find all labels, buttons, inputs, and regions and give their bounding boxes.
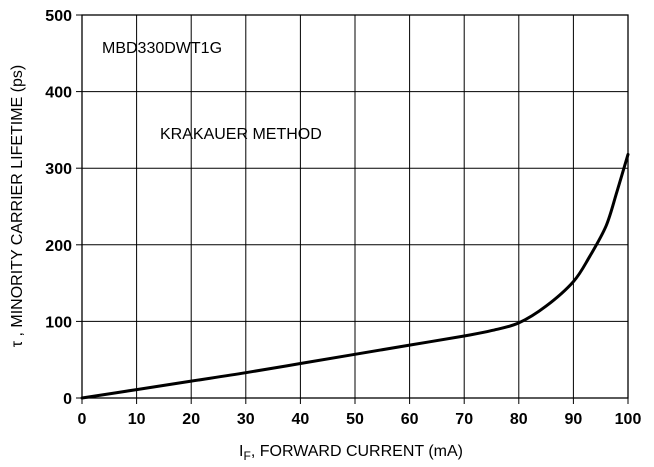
annotation-method: KRAKAUER METHOD bbox=[160, 126, 322, 143]
series-line bbox=[80, 152, 630, 400]
x-axis-label-main: I bbox=[239, 443, 243, 460]
y-axis: 0 100 200 300 400 500 bbox=[45, 8, 82, 408]
x-tick-label: 10 bbox=[128, 411, 146, 428]
x-tick-label: 30 bbox=[237, 411, 255, 428]
x-axis-label-subscript: F bbox=[243, 449, 250, 463]
annotation-part-number: MBD330DWT1G bbox=[102, 40, 222, 57]
x-tick-label: 100 bbox=[615, 411, 642, 428]
y-tick-label: 500 bbox=[45, 8, 72, 25]
x-tick-label: 20 bbox=[182, 411, 200, 428]
y-tick-label: 0 bbox=[63, 391, 72, 408]
y-tick-label: 100 bbox=[45, 314, 72, 331]
x-tick-label: 80 bbox=[510, 411, 528, 428]
x-tick-label: 60 bbox=[401, 411, 419, 428]
x-tick-label: 40 bbox=[292, 411, 310, 428]
x-axis-label-rest: , FORWARD CURRENT (mA) bbox=[251, 443, 463, 460]
x-axis: 0 10 20 30 40 50 60 70 80 90 100 bbox=[78, 398, 642, 428]
x-tick-label: 90 bbox=[565, 411, 583, 428]
x-axis-label: IF, FORWARD CURRENT (mA) bbox=[239, 443, 463, 463]
grid bbox=[82, 15, 628, 398]
y-tick-label: 300 bbox=[45, 161, 72, 178]
y-tick-label: 200 bbox=[45, 238, 72, 255]
y-tick-label: 400 bbox=[45, 85, 72, 102]
series-group bbox=[80, 152, 630, 400]
y-axis-label: τ , MINORITY CARRIER LIFETIME (ps) bbox=[9, 65, 26, 348]
x-tick-label: 50 bbox=[346, 411, 364, 428]
x-tick-label: 0 bbox=[78, 411, 87, 428]
x-tick-label: 70 bbox=[455, 411, 473, 428]
